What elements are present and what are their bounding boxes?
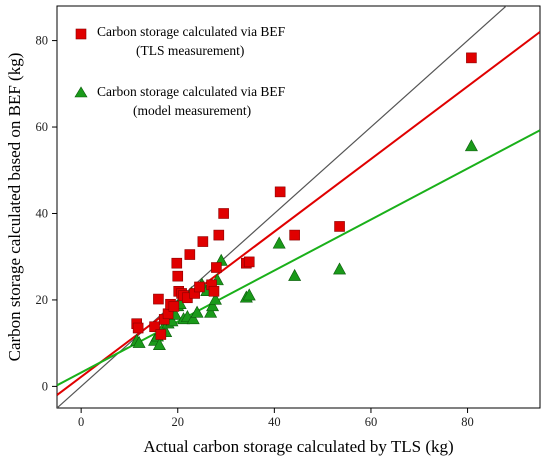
y-tick-label: 60 bbox=[36, 120, 49, 134]
data-point-model bbox=[152, 338, 166, 351]
data-point-tls bbox=[334, 221, 345, 232]
legend-label-model-sub: (model measurement) bbox=[133, 103, 251, 118]
data-point-model bbox=[208, 292, 222, 305]
data-point-tls bbox=[243, 256, 255, 268]
data-point-tls bbox=[208, 285, 220, 297]
legend-triangle-icon bbox=[74, 86, 88, 98]
points-layer bbox=[130, 52, 478, 351]
data-point-model bbox=[186, 312, 200, 325]
legend-label-model: Carbon storage calculated via BEF bbox=[97, 84, 286, 99]
x-tick-label: 20 bbox=[172, 415, 185, 429]
data-point-tls bbox=[155, 329, 167, 340]
x-tick-label: 80 bbox=[461, 415, 474, 429]
x-tick-label: 0 bbox=[78, 415, 84, 429]
fit-line-tls bbox=[57, 31, 540, 396]
data-point-tls bbox=[149, 321, 160, 333]
data-point-model bbox=[204, 305, 218, 318]
data-point-tls bbox=[184, 249, 196, 260]
data-point-tls bbox=[172, 270, 184, 282]
y-tick-label: 0 bbox=[42, 379, 48, 393]
data-point-tls bbox=[194, 281, 205, 293]
data-point-tls bbox=[153, 293, 164, 305]
fit-line-model bbox=[57, 129, 540, 387]
data-point-tls bbox=[168, 301, 180, 312]
y-tick-label: 20 bbox=[36, 293, 49, 307]
x-axis-title: Actual carbon storage calculated by TLS … bbox=[143, 437, 453, 456]
data-point-model bbox=[206, 299, 220, 312]
plot-frame bbox=[56, 5, 541, 409]
data-point-tls bbox=[213, 229, 225, 241]
data-point-model bbox=[242, 288, 256, 301]
data-point-model bbox=[464, 139, 478, 152]
data-point-tls bbox=[466, 52, 477, 64]
y-tick-label: 40 bbox=[36, 206, 49, 220]
data-point-tls bbox=[211, 262, 222, 273]
data-point-tls bbox=[289, 229, 300, 241]
legend: Carbon storage calculated via BEF (TLS m… bbox=[74, 24, 286, 118]
data-point-tls bbox=[197, 236, 209, 247]
data-point-model bbox=[132, 335, 146, 348]
legend-square-icon bbox=[75, 28, 87, 40]
data-point-model bbox=[190, 305, 204, 318]
legend-label-tls: Carbon storage calculated via BEF bbox=[97, 24, 286, 39]
y-tick-label: 80 bbox=[36, 34, 49, 48]
ticks-layer: 0 20 40 60 80 0 20 40 60 80 bbox=[36, 34, 474, 429]
x-tick-label: 60 bbox=[365, 415, 378, 429]
y-axis-title: Carbon storage calculated based on BEF (… bbox=[5, 53, 24, 362]
x-tick-label: 40 bbox=[268, 415, 281, 429]
legend-item-tls: Carbon storage calculated via BEF (TLS m… bbox=[75, 24, 286, 58]
data-point-tls bbox=[274, 186, 286, 198]
data-point-model bbox=[333, 262, 347, 275]
data-point-tls bbox=[171, 257, 183, 269]
data-point-tls bbox=[218, 208, 229, 219]
data-point-model bbox=[288, 268, 302, 281]
legend-item-model: Carbon storage calculated via BEF (model… bbox=[74, 84, 286, 118]
legend-label-tls-sub: (TLS measurement) bbox=[136, 43, 244, 58]
data-point-model bbox=[272, 236, 286, 249]
data-point-tls bbox=[132, 322, 144, 334]
